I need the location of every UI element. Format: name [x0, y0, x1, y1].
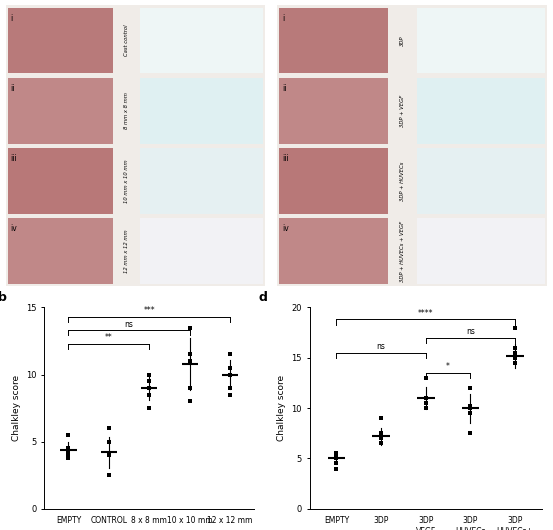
Text: ns: ns — [377, 342, 385, 351]
Text: 3DP + HUVECs + VEGF: 3DP + HUVECs + VEGF — [400, 220, 405, 281]
Y-axis label: Chalkley score: Chalkley score — [12, 375, 20, 441]
Text: 3DP: 3DP — [400, 35, 405, 46]
Text: c: c — [274, 0, 281, 3]
Point — [377, 439, 385, 447]
Text: *: * — [446, 362, 450, 371]
Text: 10 mm x 10 mm: 10 mm x 10 mm — [124, 159, 129, 202]
Point — [511, 349, 520, 357]
Text: ii: ii — [282, 84, 286, 93]
Bar — [8, 148, 113, 214]
Bar — [417, 148, 545, 214]
Bar — [279, 78, 388, 144]
Bar — [279, 148, 388, 214]
Point — [145, 370, 154, 379]
Bar — [140, 148, 263, 214]
Text: **: ** — [105, 333, 113, 342]
Point — [185, 397, 194, 405]
Text: 12 mm x 12 mm: 12 mm x 12 mm — [124, 229, 129, 273]
Point — [466, 384, 475, 392]
Text: iv: iv — [11, 224, 18, 233]
Bar — [417, 7, 545, 73]
Text: i: i — [282, 14, 284, 23]
Point — [421, 399, 430, 407]
Point — [64, 451, 73, 460]
Point — [332, 449, 341, 457]
Text: ***: *** — [143, 306, 155, 315]
Point — [511, 354, 520, 362]
Text: iii: iii — [11, 154, 18, 163]
Point — [421, 404, 430, 412]
Point — [421, 399, 430, 407]
Point — [511, 343, 520, 352]
Point — [185, 384, 194, 392]
Bar — [140, 218, 263, 284]
Point — [145, 384, 154, 392]
Text: b: b — [0, 292, 7, 304]
Point — [226, 350, 234, 359]
Point — [511, 358, 520, 367]
Bar — [279, 218, 388, 284]
Point — [105, 437, 113, 446]
Point — [332, 454, 341, 463]
Y-axis label: Chalkley score: Chalkley score — [277, 375, 286, 441]
Bar — [279, 7, 388, 73]
Point — [421, 394, 430, 402]
Point — [226, 391, 234, 399]
Text: ns: ns — [466, 327, 475, 336]
Point — [377, 414, 385, 422]
Point — [466, 404, 475, 412]
Point — [185, 350, 194, 359]
Point — [226, 370, 234, 379]
Point — [105, 424, 113, 432]
Point — [511, 323, 520, 332]
Point — [332, 459, 341, 468]
Text: a: a — [3, 0, 12, 3]
Text: d: d — [259, 292, 268, 304]
Point — [466, 429, 475, 438]
Point — [226, 384, 234, 392]
Point — [145, 404, 154, 412]
Point — [185, 323, 194, 332]
Point — [332, 452, 341, 461]
Point — [105, 451, 113, 460]
Point — [64, 454, 73, 462]
Text: ii: ii — [11, 84, 15, 93]
Bar — [417, 218, 545, 284]
Point — [64, 431, 73, 439]
Point — [105, 451, 113, 460]
Point — [64, 444, 73, 453]
Text: 3DP + VEGF: 3DP + VEGF — [400, 94, 405, 127]
Text: iv: iv — [282, 224, 289, 233]
Text: Cast control: Cast control — [124, 24, 129, 56]
Bar — [8, 7, 113, 73]
Point — [377, 432, 385, 440]
Point — [64, 448, 73, 457]
Text: ns: ns — [124, 320, 133, 329]
Bar — [8, 78, 113, 144]
Point — [377, 429, 385, 438]
Bar — [140, 78, 263, 144]
Text: 8 mm x 8 mm: 8 mm x 8 mm — [124, 92, 129, 129]
Point — [466, 409, 475, 418]
Point — [466, 402, 475, 410]
Point — [332, 464, 341, 473]
Text: i: i — [11, 14, 13, 23]
Point — [145, 391, 154, 399]
Text: 3DP + HUVECs: 3DP + HUVECs — [400, 161, 405, 200]
Point — [377, 434, 385, 443]
Point — [226, 364, 234, 372]
Point — [421, 374, 430, 382]
Bar — [8, 218, 113, 284]
Bar — [140, 7, 263, 73]
Text: iii: iii — [282, 154, 289, 163]
Point — [185, 357, 194, 365]
Text: ****: **** — [418, 309, 434, 318]
Point — [105, 471, 113, 480]
Point — [145, 377, 154, 385]
Bar — [417, 78, 545, 144]
